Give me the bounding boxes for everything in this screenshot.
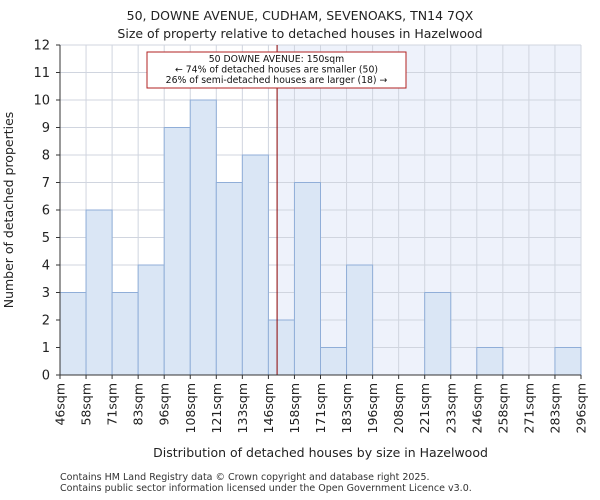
bar-83sqm xyxy=(137,264,165,376)
bar-133sqm xyxy=(241,154,269,376)
y-tick-label-11: 11 xyxy=(33,66,50,81)
y-tick-label-12: 12 xyxy=(33,39,50,54)
bar-71sqm xyxy=(111,292,139,376)
x-tick-label-133sqm: 133sqm xyxy=(235,383,250,433)
annotation-line-1: 50 DOWNE AVENUE: 150sqm xyxy=(209,54,345,65)
y-tick-label-2: 2 xyxy=(42,314,50,329)
footer-line-2: Contains public sector information licen… xyxy=(60,483,472,494)
bar-146sqm xyxy=(267,319,295,376)
chart-title: 50, DOWNE AVENUE, CUDHAM, SEVENOAKS, TN1… xyxy=(126,8,474,23)
y-tick-label-1: 1 xyxy=(42,341,50,356)
y-tick-label-5: 5 xyxy=(42,231,50,246)
x-tick-label-121sqm: 121sqm xyxy=(209,383,224,433)
y-tick-label-9: 9 xyxy=(42,121,50,136)
annotation-box xyxy=(146,51,407,89)
bar-108sqm xyxy=(189,99,217,376)
x-tick-label-258sqm: 258sqm xyxy=(495,383,510,433)
x-tick-label-171sqm: 171sqm xyxy=(313,383,328,433)
x-tick-label-196sqm: 196sqm xyxy=(365,383,380,433)
x-tick-label-158sqm: 158sqm xyxy=(287,383,302,433)
y-tick-label-7: 7 xyxy=(42,176,50,191)
bar-121sqm xyxy=(215,182,243,376)
x-tick-label-146sqm: 146sqm xyxy=(261,383,276,433)
x-tick-label-296sqm: 296sqm xyxy=(574,383,589,433)
x-tick-label-221sqm: 221sqm xyxy=(417,383,432,433)
bar-246sqm xyxy=(476,347,504,376)
x-tick-label-283sqm: 283sqm xyxy=(547,383,562,433)
bar-221sqm xyxy=(424,292,452,376)
y-tick-label-10: 10 xyxy=(33,94,50,109)
x-axis-title: Distribution of detached houses by size … xyxy=(153,445,488,460)
x-tick-label-108sqm: 108sqm xyxy=(183,383,198,433)
x-tick-label-233sqm: 233sqm xyxy=(443,383,458,433)
y-tick-label-3: 3 xyxy=(42,286,50,301)
x-tick-label-96sqm: 96sqm xyxy=(157,383,172,426)
bar-58sqm xyxy=(85,209,113,376)
x-tick-label-183sqm: 183sqm xyxy=(339,383,354,433)
chart-subtitle: Size of property relative to detached ho… xyxy=(117,26,483,41)
x-tick-label-208sqm: 208sqm xyxy=(391,383,406,433)
bar-283sqm xyxy=(554,347,582,376)
y-tick-label-8: 8 xyxy=(42,149,50,164)
y-tick-label-0: 0 xyxy=(42,369,50,384)
x-tick-label-271sqm: 271sqm xyxy=(521,383,536,433)
x-tick-label-83sqm: 83sqm xyxy=(131,383,146,426)
y-tick-label-6: 6 xyxy=(42,204,50,219)
y-tick-label-4: 4 xyxy=(42,259,50,274)
annotation-line-3: 26% of semi-detached houses are larger (… xyxy=(166,75,388,86)
x-tick-label-71sqm: 71sqm xyxy=(105,383,120,426)
footer-line-1: Contains HM Land Registry data © Crown c… xyxy=(60,472,430,483)
bar-158sqm xyxy=(293,182,322,376)
y-axis-title: Number of detached properties xyxy=(1,112,16,309)
x-tick-label-246sqm: 246sqm xyxy=(469,383,484,433)
bar-183sqm xyxy=(346,264,374,376)
bar-46sqm xyxy=(59,292,87,376)
x-tick-label-58sqm: 58sqm xyxy=(79,383,94,426)
x-tick-label-46sqm: 46sqm xyxy=(53,383,68,426)
bar-171sqm xyxy=(320,347,348,376)
bar-96sqm xyxy=(163,127,191,376)
annotation-line-2: ← 74% of detached houses are smaller (50… xyxy=(175,65,378,76)
